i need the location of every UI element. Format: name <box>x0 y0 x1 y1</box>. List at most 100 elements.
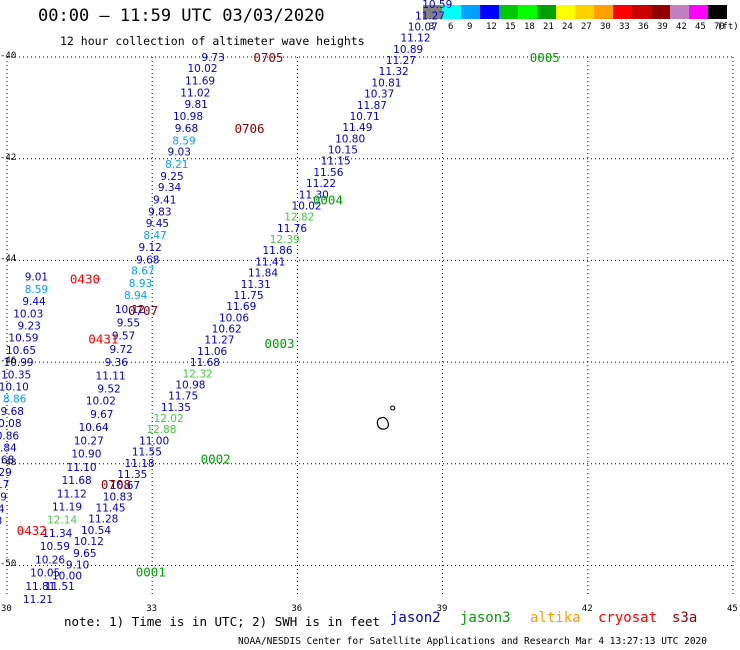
wave-height-value: 8.67 <box>131 266 154 278</box>
wave-height-value: 9.57 <box>112 331 135 343</box>
wave-height-value: 10.54 <box>81 525 111 537</box>
scale-swatch <box>480 5 499 19</box>
scale-label: 9 <box>467 22 473 32</box>
y-tick-label: -46 <box>0 356 17 367</box>
wave-height-value: 11.69 <box>226 301 256 313</box>
track-time-label: 0707 <box>128 303 158 318</box>
wave-height-value: 10.86 <box>0 430 19 442</box>
wave-height-value: 10.80 <box>335 133 365 145</box>
wave-height-value: 9.68 <box>175 123 198 135</box>
wave-height-value: 10.81 <box>371 77 401 89</box>
wave-height-value: 9.68 <box>136 254 159 266</box>
wave-height-value: 11.21 <box>23 594 53 606</box>
credit-footer: NOAA/NESDIS Center for Satellite Applica… <box>238 636 707 647</box>
wave-height-value: 11.34 <box>42 528 72 540</box>
wave-height-value: 10.08 <box>0 418 22 430</box>
wave-height-value: 11.30 <box>299 189 329 201</box>
scale-swatch <box>537 5 556 19</box>
scale-swatch <box>670 5 689 19</box>
wave-height-value: 10.64 <box>79 422 109 434</box>
wave-height-value: 11.02 <box>180 88 210 100</box>
x-tick-label: 42 <box>581 604 593 614</box>
legend-item: s3a <box>672 610 698 626</box>
wave-height-value: 11.84 <box>0 443 17 455</box>
wave-height-value: 9.03 <box>168 147 191 159</box>
x-tick-label: 45 <box>727 604 738 614</box>
wave-height-value: 11.11 <box>96 370 126 382</box>
wave-height-value: 10.35 <box>1 369 31 381</box>
y-tick-label: -44 <box>0 254 17 265</box>
wave-height-value: 11.10 <box>66 462 96 474</box>
wave-height-value: 11.56 <box>313 167 343 179</box>
x-tick-label: 30 <box>1 604 12 614</box>
scale-swatch <box>461 5 480 19</box>
scale-swatch <box>575 5 594 19</box>
wave-height-value: 9.67 <box>90 409 113 421</box>
track-time-label: 0705 <box>253 50 283 65</box>
wave-height-value: 8.93 <box>129 278 152 290</box>
wave-height-value: 9.55 <box>117 317 140 329</box>
scale-label: 24 <box>562 22 573 32</box>
scale-swatch <box>423 5 442 19</box>
scale-label: 21 <box>543 22 554 32</box>
wave-height-value: 8.21 <box>165 159 188 171</box>
wave-height-value: 11.69 <box>185 75 215 87</box>
wave-height-value: 10.59 <box>8 333 38 345</box>
wave-height-value: 11.86 <box>262 245 292 257</box>
legend-item: jason3 <box>460 610 511 626</box>
scale-label: 70 <box>714 22 725 32</box>
wave-height-value: 8.47 <box>143 230 166 242</box>
x-tick-label: 36 <box>291 604 303 614</box>
wave-height-value: 10.02 <box>187 63 217 75</box>
scale-swatch <box>442 5 461 19</box>
scale-swatch <box>613 5 632 19</box>
wave-height-value: 10.59 <box>40 541 70 553</box>
wave-height-value: 9.68 <box>1 406 24 418</box>
track-label-layer: 0705 0706 0707 0708 0430 0431 0432 0005 0004 0003… <box>17 50 560 580</box>
wave-height-value: 11.81 <box>25 581 55 593</box>
scale-label: 18 <box>524 22 535 32</box>
wave-height-value: 9.83 <box>148 207 171 219</box>
y-tick-label: -50 <box>0 559 17 570</box>
wave-height-value: 11.12 <box>57 488 87 500</box>
wave-height-value: 11.68 <box>62 475 92 487</box>
wave-height-value: 11.22 <box>306 178 336 190</box>
legend-item: cryosat <box>598 610 658 626</box>
wave-height-value: 10.65 <box>6 345 36 357</box>
scale-label: 3 <box>429 22 435 32</box>
wave-height-value: 11.29 <box>0 467 12 479</box>
scale-label: 42 <box>676 22 687 32</box>
wave-height-value: 12.82 <box>284 212 314 224</box>
scale-label: 15 <box>505 22 516 32</box>
wave-height-value: 9.73 <box>201 52 224 64</box>
wave-height-value: 12.14 <box>47 515 77 527</box>
wave-height-value: 11.45 <box>96 503 126 515</box>
scale-swatch <box>518 5 537 19</box>
wave-height-value: 11.49 <box>342 122 372 134</box>
scale-label: 36 <box>638 22 649 32</box>
island-outline <box>376 405 396 430</box>
wave-height-value: 10.06 <box>219 312 249 324</box>
wave-height-value: 11.19 <box>52 502 82 514</box>
track-time-label: 0005 <box>530 50 560 65</box>
track-time-label: 0708 <box>101 477 131 492</box>
wave-height-value: 11.27 <box>204 335 234 347</box>
wave-height-value: 11.31 <box>241 279 271 291</box>
wave-height-value: 10.98 <box>175 379 205 391</box>
wave-height-value: 10.90 <box>71 449 101 461</box>
wave-height-value: 8.94 <box>124 290 148 302</box>
wave-height-value: 11.27 <box>415 10 445 22</box>
scale-swatch <box>632 5 651 19</box>
scale-swatch <box>708 5 727 19</box>
wave-height-value: 9.23 <box>17 320 40 332</box>
wave-height-value: 10.99 <box>4 357 34 369</box>
wave-height-value: 10.07 <box>408 21 438 33</box>
scale-label: 6 <box>448 22 454 32</box>
track-time-label: 0001 <box>136 565 166 580</box>
legend-item: jason2 <box>390 610 441 626</box>
wave-height-value: 11.32 <box>379 66 409 78</box>
scale-unit: (ft) <box>717 22 739 32</box>
track-time-label: 0706 <box>234 121 264 136</box>
wave-height-value: 11.87 <box>357 100 387 112</box>
